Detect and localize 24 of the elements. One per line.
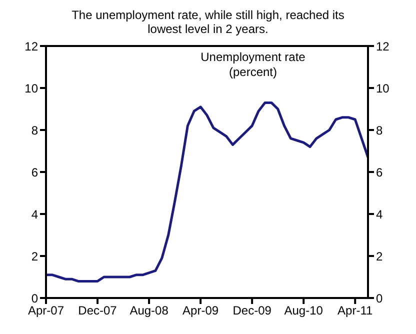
x-tick-label: Dec-07 [78,304,118,318]
y2-tick-label: 0 [376,291,383,306]
x-tick-label: Aug-08 [130,304,169,318]
line-series [46,101,368,282]
text: Unemployment rate (percent) [200,50,306,80]
x-tick-label: Apr-11 [338,304,374,318]
x-tick-label: Dec-09 [232,304,272,318]
y-tick-label: 10 [24,81,38,96]
chart-title: The unemployment rate, while still high, reached its lowest level in 2 years. [70,8,346,36]
y2-tick-label: 6 [376,165,383,180]
y-tick-label: 8 [31,123,38,138]
y-tick-label: 2 [31,249,38,264]
x-tick-label: Apr-09 [182,304,219,318]
y2-tick-label: 2 [376,249,383,264]
y-tick-label: 6 [31,165,38,180]
y-tick-label: 4 [31,207,38,222]
y2-tick-label: 10 [376,81,390,96]
y2-tick-label: 8 [376,123,383,138]
y2-tick-label: 4 [376,207,383,222]
y2-tick-label: 12 [376,39,390,54]
y-tick-label: 0 [31,291,38,306]
x-tick-label: Aug-10 [284,304,324,318]
x-tick-label: Apr-07 [28,304,64,318]
y-tick-label: 12 [24,39,38,54]
